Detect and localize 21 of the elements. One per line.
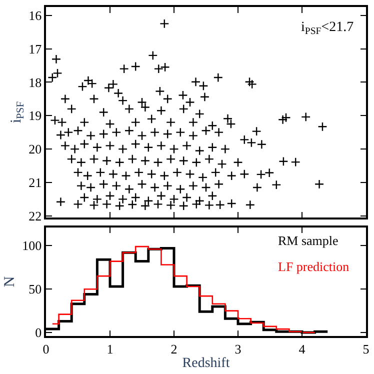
y-tick-label: 17 bbox=[28, 41, 42, 56]
y-tick-label: 21 bbox=[28, 175, 42, 190]
y-axis-title: N bbox=[2, 276, 18, 288]
y-tick-label: 22 bbox=[28, 208, 42, 224]
x-tick-label: 2 bbox=[170, 341, 178, 356]
x-tick-label: 3 bbox=[234, 341, 242, 356]
x-tick-label: 1 bbox=[106, 341, 114, 356]
x-tick-label: 5 bbox=[362, 341, 370, 356]
y-axis-title: i$_{PSF}$ bbox=[301, 20, 322, 37]
legend-label: RM sample bbox=[278, 233, 339, 248]
x-tick-label: 4 bbox=[298, 341, 306, 356]
y-tick-label: 18 bbox=[28, 74, 42, 90]
y-tick-label: 100 bbox=[22, 238, 42, 254]
y-tick-label: 50 bbox=[28, 282, 42, 297]
text: LF prediction bbox=[278, 259, 350, 274]
y-tick-label: 16 bbox=[28, 8, 42, 23]
text: <21.7 bbox=[321, 20, 354, 35]
y-tick-label: 20 bbox=[28, 142, 42, 157]
x-axis-title: Redshift bbox=[182, 356, 230, 372]
y-tick-label: 0 bbox=[35, 325, 42, 340]
y-tick-label: 19 bbox=[28, 108, 42, 124]
